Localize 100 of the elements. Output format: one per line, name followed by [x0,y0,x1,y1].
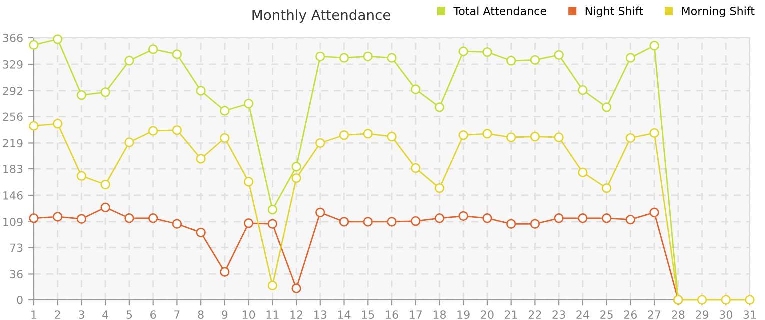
point [339,53,350,63]
point [411,216,421,226]
y-tick-label: 366 [3,34,23,42]
point [387,217,397,227]
point [434,102,445,112]
point [53,119,63,129]
point [434,214,445,224]
y-tick-label: 36 [10,270,23,279]
point [268,204,278,215]
point [387,53,397,63]
point [29,121,39,131]
point [196,228,206,238]
legend-label: Morning Shift [682,6,755,18]
point [53,34,63,44]
y-tick-label: 109 [4,218,23,226]
point [530,132,540,142]
point [530,55,540,66]
point [578,85,588,96]
point [100,180,110,190]
point [148,44,158,54]
point [292,162,302,172]
point [458,130,468,140]
x-tick-label: 30 [720,310,732,320]
x-tick-label: 23 [552,310,566,320]
chart-title: Monthly Attendance [252,10,390,24]
point [626,214,636,225]
point [650,208,660,218]
x-tick-label: 4 [102,310,109,319]
x-tick-label: 29 [696,310,709,320]
x-tick-label: 13 [314,310,327,320]
point [244,177,254,187]
x-tick-label: 6 [150,310,156,320]
x-tick-label: 11 [266,310,279,319]
x-tick-label: 1 [32,310,37,319]
point [268,219,278,229]
x-tick-label: 25 [600,310,613,320]
y-tick-label: 183 [4,164,23,174]
point [124,138,134,148]
point [411,84,421,94]
point [578,168,588,178]
x-tick-label: 15 [362,310,374,320]
legend-label: Night Shift [586,6,644,18]
point [554,132,564,142]
x-tick-label: 2 [55,310,60,319]
x-tick-label: 8 [198,310,204,320]
point [244,98,254,109]
point [530,219,540,229]
point [148,126,158,136]
point [387,132,397,142]
point [411,163,421,174]
point [339,217,350,227]
point [626,133,636,144]
y-tick-label: 219 [3,139,23,148]
x-tick-label: 3 [79,310,84,320]
point [292,173,302,184]
x-tick-label: 5 [126,310,132,320]
point [458,211,468,222]
y-tick-label: 73 [10,244,23,252]
x-tick-label: 18 [434,310,446,320]
y-tick-label: 292 [3,86,22,96]
point [76,214,87,224]
point [602,183,612,194]
x-tick-label: 7 [174,310,180,319]
point [482,47,492,58]
point [172,219,182,229]
point [196,154,206,164]
point [220,106,230,116]
x-tick-label: 22 [528,310,542,319]
point [363,52,373,62]
point [196,86,206,96]
point [124,214,134,224]
point [506,132,516,142]
point [268,280,278,291]
x-tick-label: 17 [410,310,422,319]
point [482,129,492,139]
point [339,130,350,140]
point [578,214,588,224]
point [363,129,373,139]
point [53,212,63,222]
x-tick-label: 27 [648,310,661,319]
x-tick-label: 28 [672,310,685,320]
point [29,40,39,50]
point [482,214,492,224]
point [100,202,110,213]
y-tick-label: 146 [4,191,23,200]
point [29,214,39,224]
point [292,284,302,294]
y-tick-label: 256 [3,112,23,122]
point [124,56,134,66]
point [316,208,326,218]
x-tick-label: 12 [290,310,302,319]
point [172,125,182,136]
x-tick-label: 19 [458,310,470,320]
point [506,219,516,229]
point [602,214,612,224]
point [316,52,326,62]
point [220,133,230,144]
point [458,46,468,56]
point [721,295,731,305]
point [220,267,230,277]
